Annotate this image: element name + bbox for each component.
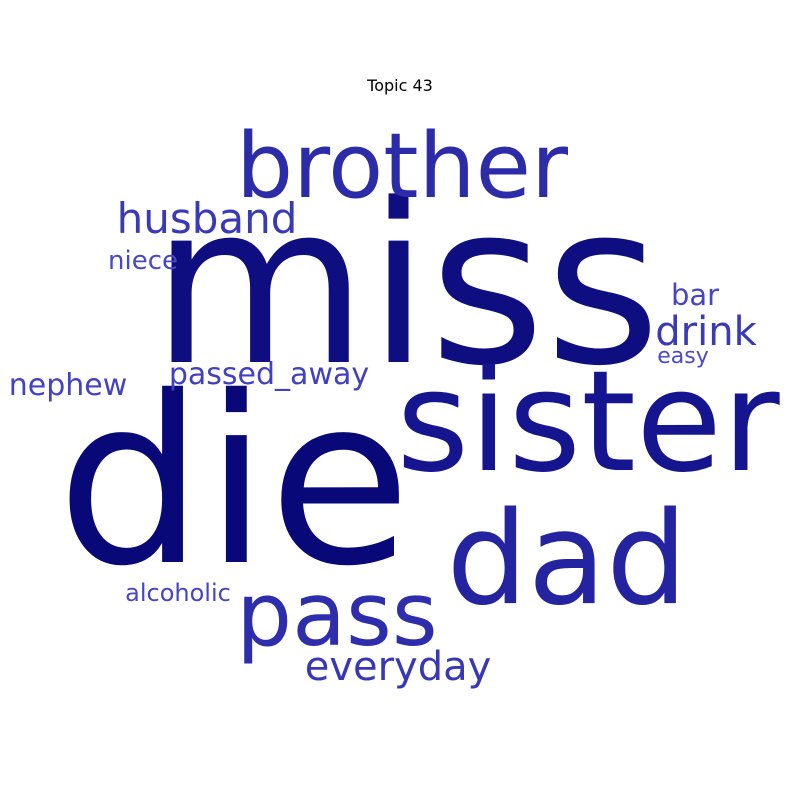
word-die: die bbox=[57, 347, 411, 617]
word-bar: bar bbox=[671, 278, 719, 312]
word-alcoholic: alcoholic bbox=[125, 579, 231, 607]
word-miss: miss bbox=[151, 157, 660, 415]
word-nephew: nephew bbox=[9, 368, 128, 403]
chart-title: Topic 43 bbox=[367, 76, 433, 95]
word-dad: dad bbox=[447, 485, 688, 634]
word-niece: niece bbox=[108, 246, 178, 276]
word-pass: pass bbox=[236, 563, 437, 666]
word-easy: easy bbox=[657, 344, 709, 369]
word-brother: brother bbox=[236, 114, 568, 219]
word-drink: drink bbox=[655, 309, 757, 355]
word-passed-away: passed_away bbox=[169, 357, 369, 392]
word-sister: sister bbox=[396, 341, 780, 504]
word-everyday: everyday bbox=[305, 644, 492, 690]
word-husband: husband bbox=[117, 194, 298, 243]
